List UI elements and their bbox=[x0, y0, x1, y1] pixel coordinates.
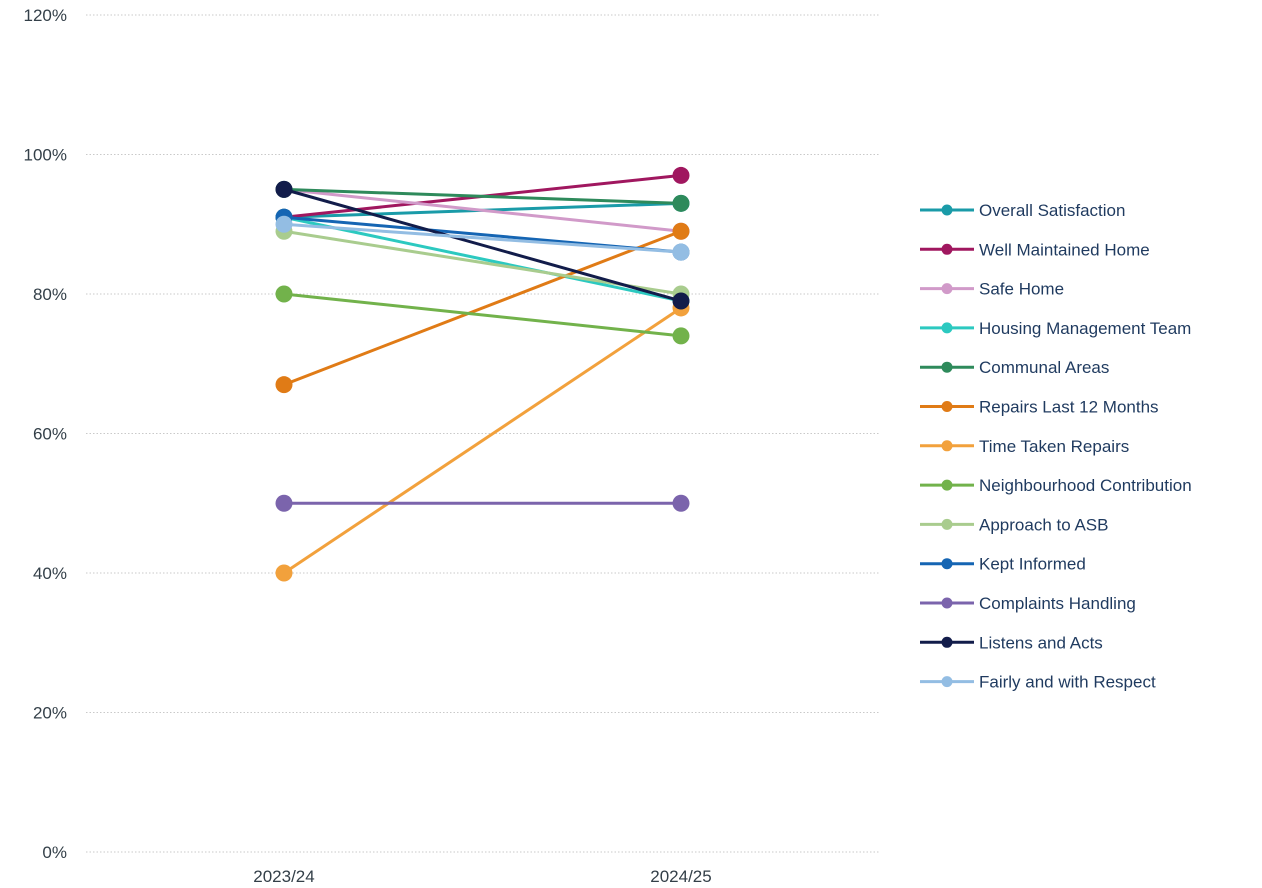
y-tick-label: 0% bbox=[42, 843, 67, 862]
legend-label: Housing Management Team bbox=[979, 319, 1191, 338]
legend-marker bbox=[941, 518, 953, 530]
data-point bbox=[672, 327, 690, 345]
series-line bbox=[283, 306, 682, 575]
legend-marker bbox=[941, 322, 953, 334]
legend-entry: Fairly and with Respect bbox=[920, 673, 1156, 692]
grid-lines bbox=[86, 14, 880, 853]
legend-marker bbox=[941, 283, 953, 295]
data-point bbox=[672, 222, 690, 240]
legend-label: Time Taken Repairs bbox=[979, 437, 1129, 456]
series bbox=[275, 215, 690, 261]
series-line bbox=[283, 222, 682, 254]
legend-label: Fairly and with Respect bbox=[979, 673, 1156, 692]
legend-label: Listens and Acts bbox=[979, 633, 1103, 652]
legend-marker bbox=[941, 558, 953, 570]
series-line bbox=[283, 215, 682, 303]
x-tick-label: 2023/24 bbox=[253, 867, 314, 886]
y-tick-label: 20% bbox=[33, 704, 67, 723]
legend-label: Approach to ASB bbox=[979, 515, 1108, 534]
legend-entry: Time Taken Repairs bbox=[920, 437, 1129, 456]
legend-entry: Overall Satisfaction bbox=[920, 201, 1125, 220]
legend-marker bbox=[941, 361, 953, 373]
legend-entry: Repairs Last 12 Months bbox=[920, 398, 1159, 417]
legend-marker bbox=[941, 204, 953, 216]
y-axis-tick-labels: 0% 20% 40% 60% 80% 100% 120% bbox=[24, 6, 67, 862]
series-line bbox=[283, 187, 682, 303]
legend-entry: Safe Home bbox=[920, 280, 1064, 299]
legend-marker bbox=[941, 636, 953, 648]
series-lines bbox=[275, 166, 690, 582]
legend-entry: Listens and Acts bbox=[920, 633, 1103, 652]
legend-marker bbox=[941, 479, 953, 491]
y-tick-label: 60% bbox=[33, 425, 67, 444]
data-point bbox=[672, 292, 690, 310]
series bbox=[275, 299, 690, 582]
legend-entry: Approach to ASB bbox=[920, 515, 1108, 534]
data-point bbox=[672, 494, 690, 512]
legend-label: Repairs Last 12 Months bbox=[979, 398, 1159, 417]
legend-marker bbox=[941, 597, 953, 609]
legend-marker bbox=[941, 401, 953, 412]
data-point bbox=[672, 166, 690, 184]
legend-entry: Neighbourhood Contribution bbox=[920, 476, 1192, 495]
legend-label: Overall Satisfaction bbox=[979, 201, 1125, 220]
legend-marker bbox=[941, 440, 953, 452]
x-tick-label: 2024/25 bbox=[650, 867, 711, 886]
series bbox=[275, 285, 690, 345]
series bbox=[275, 180, 690, 310]
series bbox=[275, 222, 690, 394]
legend-label: Safe Home bbox=[979, 280, 1064, 299]
legend-label: Kept Informed bbox=[979, 555, 1086, 574]
series-line bbox=[283, 229, 682, 387]
legend-marker bbox=[941, 676, 953, 688]
data-point bbox=[275, 564, 293, 582]
x-axis-tick-labels: 2023/24 2024/25 bbox=[253, 867, 711, 886]
series-line bbox=[283, 292, 682, 338]
legend-label: Complaints Handling bbox=[979, 594, 1136, 613]
data-point bbox=[275, 215, 293, 233]
data-point bbox=[275, 494, 293, 512]
y-tick-label: 100% bbox=[24, 146, 67, 165]
y-tick-label: 120% bbox=[24, 6, 67, 25]
data-point bbox=[275, 285, 293, 303]
series bbox=[275, 494, 690, 512]
legend-entry: Kept Informed bbox=[920, 555, 1086, 574]
legend-label: Communal Areas bbox=[979, 358, 1109, 377]
legend-label: Well Maintained Home bbox=[979, 240, 1150, 259]
data-point bbox=[275, 180, 293, 198]
y-tick-label: 80% bbox=[33, 285, 67, 304]
series-line bbox=[283, 187, 682, 205]
series-line bbox=[283, 187, 682, 233]
legend-label: Neighbourhood Contribution bbox=[979, 476, 1192, 495]
legend-entry: Communal Areas bbox=[920, 358, 1109, 377]
data-point bbox=[672, 194, 690, 212]
data-point bbox=[275, 376, 293, 394]
legend-marker bbox=[941, 243, 953, 255]
y-tick-label: 40% bbox=[33, 564, 67, 583]
legend-entry: Well Maintained Home bbox=[920, 240, 1150, 259]
legend-entry: Complaints Handling bbox=[920, 594, 1136, 613]
legend-entry: Housing Management Team bbox=[920, 319, 1191, 338]
data-point bbox=[672, 243, 690, 261]
legend: Overall Satisfaction Well Maintained Home… bbox=[920, 201, 1192, 692]
